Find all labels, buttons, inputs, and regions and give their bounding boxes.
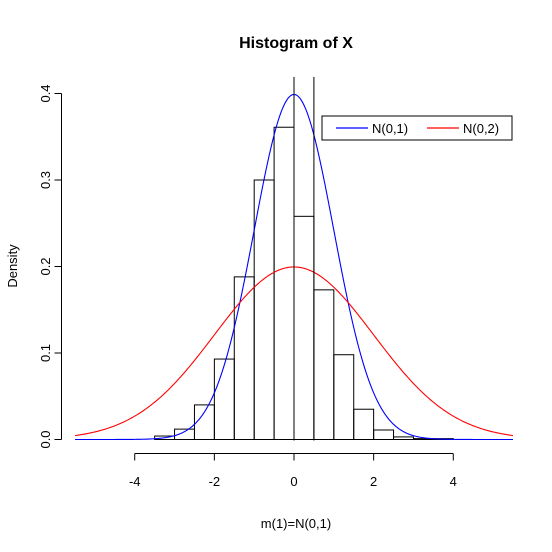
histogram-bar — [233, 276, 255, 440]
histogram-bar — [193, 404, 215, 440]
x-tick-label: 0 — [290, 474, 297, 489]
histogram-bar — [253, 179, 275, 440]
chart-title: Histogram of X — [239, 35, 353, 52]
y-tick-label: 0.2 — [38, 257, 53, 275]
legend-label-n02: N(0,2) — [463, 121, 499, 136]
histogram-bar — [213, 358, 235, 440]
x-tick-label: -4 — [129, 474, 141, 489]
x-axis-label: m(1)=N(0,1) — [261, 516, 331, 531]
y-tick-label: 0.3 — [38, 171, 53, 189]
histogram-bar — [273, 126, 295, 441]
histogram-bar — [393, 436, 414, 440]
histogram-bar — [313, 289, 335, 441]
vertical-lines — [293, 77, 315, 441]
legend: N(0,1) N(0,2) — [321, 115, 513, 141]
legend-label-n01: N(0,1) — [372, 121, 408, 136]
histogram-bar — [353, 408, 375, 441]
histogram-bars — [154, 126, 454, 441]
x-tick-label: 4 — [450, 474, 457, 489]
x-axis: -4 -2 0 2 4 — [129, 453, 457, 489]
histogram-bar — [293, 215, 315, 440]
x-tick-label: 2 — [370, 474, 377, 489]
y-axis: 0.0 0.1 0.2 0.3 0.4 — [38, 84, 62, 449]
y-axis-label: Density — [5, 244, 20, 288]
histogram-bar — [373, 429, 395, 440]
histogram-bar — [333, 354, 355, 441]
y-tick-label: 0.1 — [38, 344, 53, 362]
y-tick-label: 0.4 — [38, 84, 53, 102]
x-tick-label: -2 — [209, 474, 221, 489]
y-tick-label: 0.0 — [38, 430, 53, 448]
